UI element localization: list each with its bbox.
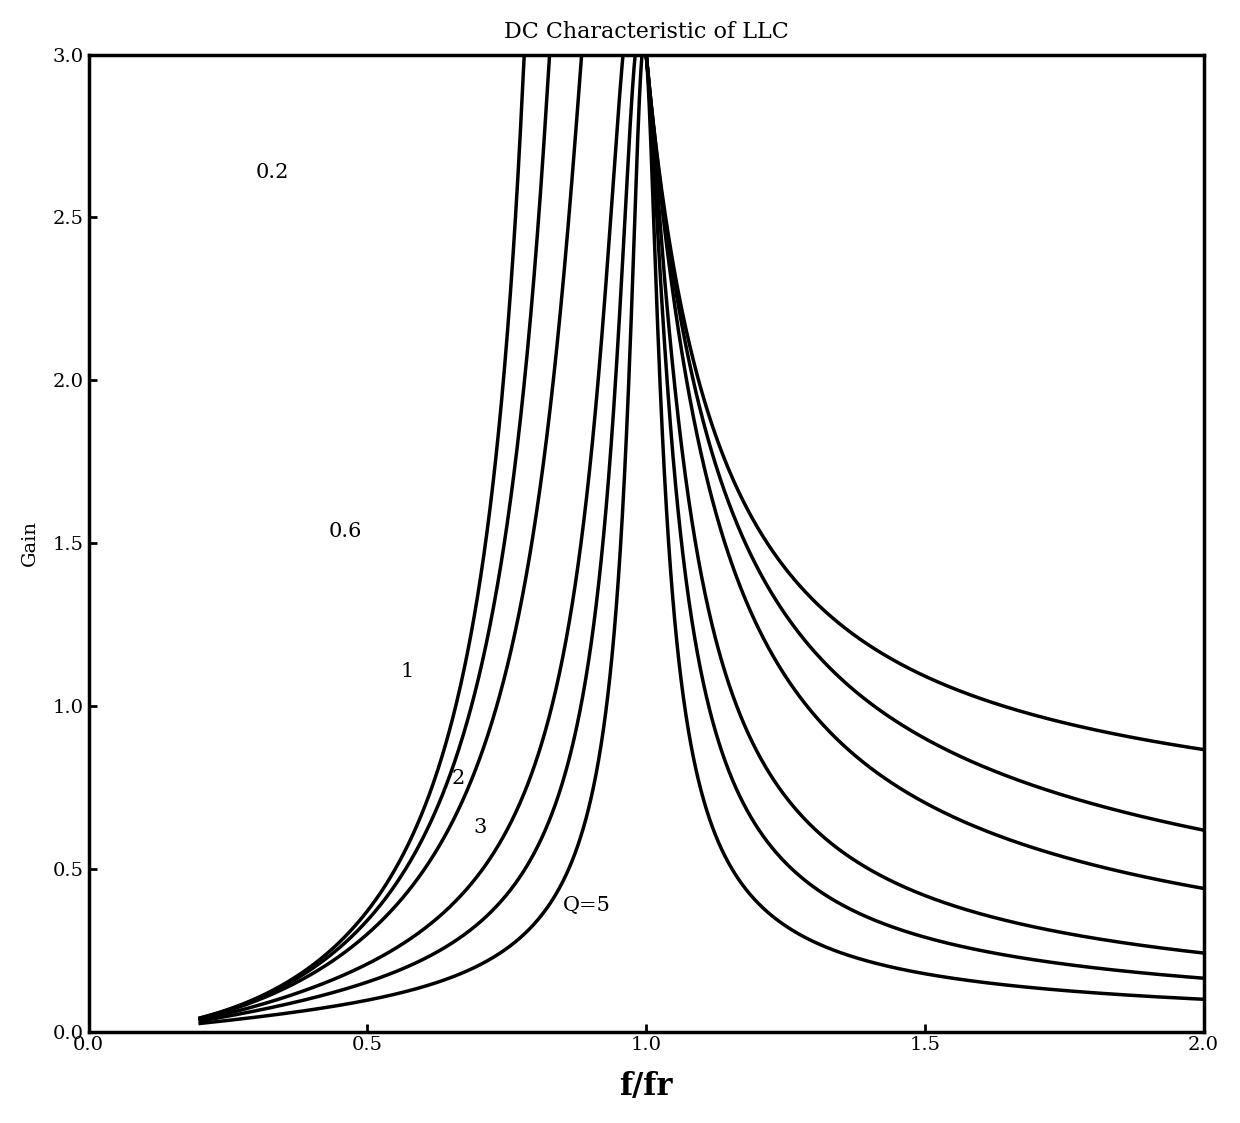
Title: DC Characteristic of LLC: DC Characteristic of LLC xyxy=(503,21,789,43)
Text: 2: 2 xyxy=(451,769,464,788)
Text: 0.6: 0.6 xyxy=(329,521,362,540)
X-axis label: f/fr: f/fr xyxy=(620,1071,673,1102)
Y-axis label: Gain: Gain xyxy=(21,520,38,566)
Text: Q=5: Q=5 xyxy=(563,896,610,915)
Text: 3: 3 xyxy=(474,818,487,837)
Text: 0.2: 0.2 xyxy=(255,163,289,182)
Text: 1: 1 xyxy=(401,661,414,681)
